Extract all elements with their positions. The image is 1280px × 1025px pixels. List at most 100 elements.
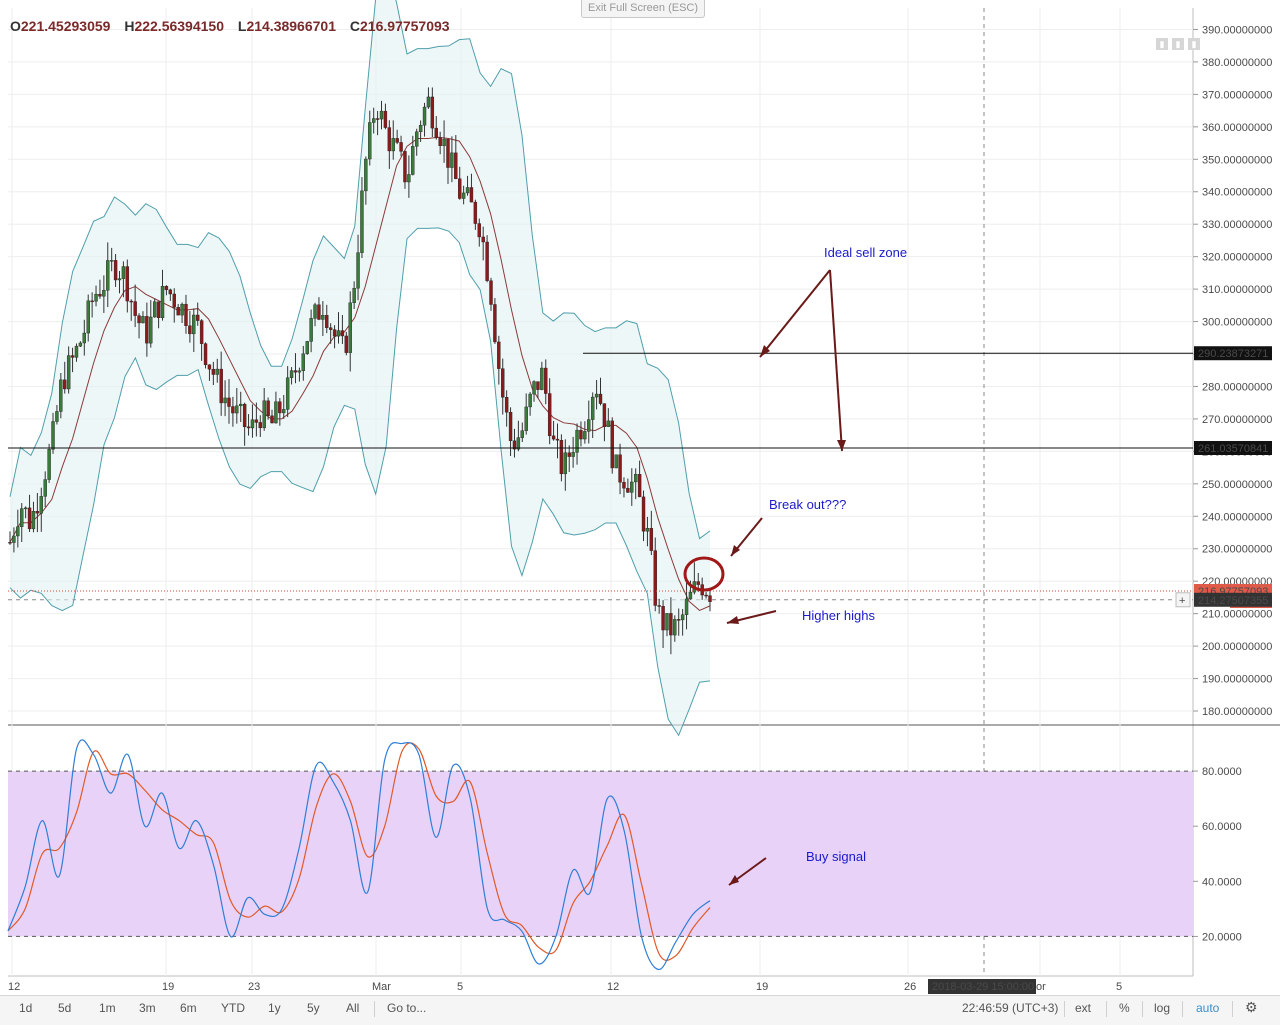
percent-toggle[interactable]: % — [1119, 1001, 1130, 1015]
candle-body — [688, 591, 693, 600]
candle-body — [622, 482, 626, 489]
range-1d-button[interactable]: 1d — [19, 1001, 33, 1015]
candle-body — [82, 332, 87, 344]
candle-body — [293, 370, 298, 373]
toolbar-divider — [1064, 1001, 1065, 1017]
candle-body — [203, 343, 208, 365]
resistance-upper-label-box — [1194, 346, 1272, 361]
candle-body — [239, 403, 243, 407]
candle-body — [598, 393, 603, 404]
price-tick-label: 210.00000000 — [1202, 609, 1272, 621]
candle-body — [109, 260, 114, 262]
candle-body — [626, 487, 630, 493]
candle-body — [160, 286, 165, 319]
annotation-higher-highs: Higher highs — [802, 608, 875, 623]
candle-body — [446, 138, 450, 168]
time-tick-label: 26 — [904, 981, 916, 993]
arrow-head-icon — [760, 345, 770, 357]
arrow-head-icon — [729, 875, 739, 885]
candle-body — [70, 355, 75, 358]
auto-toggle[interactable]: auto — [1196, 1001, 1220, 1015]
stoch-tick-label: 20.0000 — [1202, 931, 1242, 943]
candle-body — [473, 201, 478, 224]
time-tick-label: 5 — [457, 981, 463, 993]
candle-body — [360, 190, 364, 253]
candle-body — [317, 304, 321, 320]
candle-body — [434, 127, 438, 138]
candle-body — [583, 431, 587, 440]
candle-body — [590, 396, 595, 420]
candle-body — [532, 381, 536, 395]
candle-body — [415, 131, 419, 147]
candle-body — [242, 403, 247, 428]
candle-body — [27, 507, 32, 530]
candle-body — [254, 419, 259, 423]
price-tick-label: 390.00000000 — [1202, 24, 1272, 36]
toolbar-divider — [1182, 1001, 1183, 1017]
candle-body — [587, 419, 591, 432]
candle-body — [571, 452, 575, 457]
stoch-tick-label: 40.0000 — [1202, 876, 1242, 888]
candle-body — [407, 174, 411, 183]
candle-body — [704, 594, 708, 597]
candle-body — [66, 355, 71, 390]
pane-controls[interactable]: ▮ ▮ ▮ — [1156, 34, 1204, 52]
ohlc-legend: O221.45293059 H222.56394150 L214.3896670… — [10, 18, 460, 34]
time-tick-label: 23 — [248, 981, 260, 993]
range-6m-button[interactable]: 6m — [180, 1001, 197, 1015]
cursor-price-label: 214.27507355 — [1198, 595, 1268, 607]
low-value: L214.38966701 — [237, 18, 336, 34]
log-toggle[interactable]: log — [1154, 1001, 1171, 1015]
candle-body — [461, 192, 466, 199]
ext-toggle[interactable]: ext — [1075, 1001, 1092, 1015]
candle-body — [391, 138, 395, 152]
candle-body — [278, 401, 282, 414]
settings-gear-icon[interactable]: ⚙ — [1245, 999, 1258, 1015]
candle-body — [551, 435, 556, 440]
candle-body — [438, 137, 442, 147]
goto-button[interactable]: Go to... — [387, 1001, 427, 1015]
candle-body — [653, 550, 657, 606]
range-ytd-button[interactable]: YTD — [221, 1001, 245, 1015]
pane-close-icon[interactable]: ▮ — [1188, 38, 1200, 50]
range-3m-button[interactable]: 3m — [139, 1001, 156, 1015]
add-alert-button-box — [1175, 592, 1191, 608]
cursor-time-label-box — [928, 979, 1036, 994]
candle-body — [383, 110, 388, 128]
candle-body — [673, 619, 677, 636]
candle-body — [677, 619, 681, 621]
candle-body — [149, 316, 153, 344]
cursor-time-label: 2018-03-29 15:00:00 — [932, 981, 1034, 993]
candle-body — [39, 496, 43, 514]
candle-body — [23, 507, 28, 510]
range-1y-button[interactable]: 1y — [268, 1001, 281, 1015]
pane-maximize-icon[interactable]: ▮ — [1172, 38, 1184, 50]
candle-body — [458, 178, 462, 199]
candle-body — [567, 452, 571, 457]
candle-body — [661, 605, 665, 631]
annotation-break-out: Break out??? — [769, 497, 847, 512]
exit-fullscreen-button[interactable]: Exit Full Screen (ESC) — [581, 0, 705, 18]
candle-body — [544, 367, 548, 394]
price-tick-label: 340.00000000 — [1202, 187, 1272, 199]
price-chart[interactable]: 390.00000000 380.00000000 370.00000000 360.… — [0, 0, 1280, 995]
range-all-button[interactable]: All — [346, 1001, 360, 1015]
range-1m-button[interactable]: 1m — [99, 1001, 116, 1015]
candle-body — [403, 151, 407, 183]
range-5y-button[interactable]: 5y — [307, 1001, 320, 1015]
stoch-tick-label: 80.0000 — [1202, 766, 1242, 778]
clock-readout[interactable]: 22:46:59 (UTC+3) — [962, 1001, 1059, 1015]
candle-body — [74, 345, 79, 358]
price-tick-label: 380.00000000 — [1202, 57, 1272, 69]
candle-body — [43, 479, 47, 497]
range-5d-button[interactable]: 5d — [58, 1001, 72, 1015]
candle-body — [371, 118, 376, 123]
candle-body — [63, 379, 67, 390]
candle-body — [426, 96, 431, 108]
candle-body — [215, 368, 219, 375]
pane-collapse-icon[interactable]: ▮ — [1156, 38, 1168, 50]
candle-body — [610, 420, 614, 469]
candle-body — [450, 152, 454, 168]
candle-body — [540, 367, 544, 390]
candle-body — [51, 421, 55, 450]
